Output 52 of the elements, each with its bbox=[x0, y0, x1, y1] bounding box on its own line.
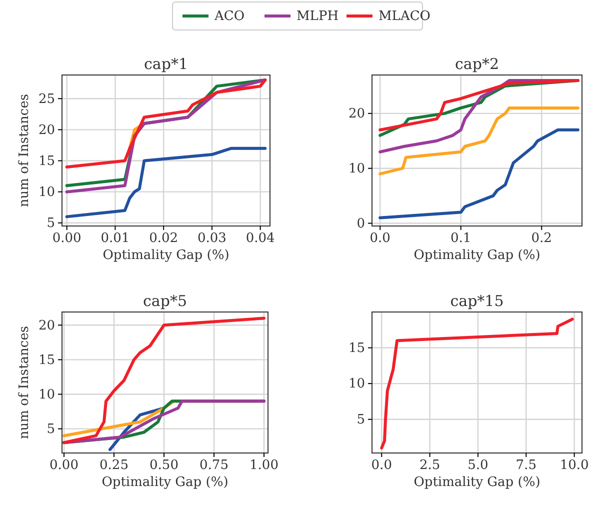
line-series bbox=[65, 78, 267, 168]
x-tick-label: 0.75 bbox=[200, 458, 228, 474]
x-tick-label: 0.02 bbox=[149, 231, 178, 246]
x-tick-label: 0.2 bbox=[531, 231, 552, 246]
y-tick-label: 5 bbox=[46, 216, 55, 232]
y-tick-label: 10 bbox=[348, 376, 365, 392]
y-tick-label: 5 bbox=[356, 412, 365, 428]
line-series bbox=[62, 316, 266, 444]
y-tick-label: 5 bbox=[46, 422, 55, 437]
y-tick-label: 20 bbox=[38, 318, 55, 334]
legend-label: ACO bbox=[214, 9, 244, 24]
y-tick-label: 15 bbox=[38, 352, 55, 368]
y-tick-label: 0 bbox=[356, 216, 365, 232]
x-tick-label: 0.25 bbox=[100, 458, 128, 474]
chart-title: cap*2 bbox=[455, 55, 499, 73]
x-axis-title: Optimality Gap (%) bbox=[102, 248, 230, 263]
x-tick-label: 0.1 bbox=[450, 231, 472, 246]
x-tick-label: 0.03 bbox=[197, 231, 226, 246]
y-axis-title: num of Instances bbox=[17, 94, 32, 208]
x-axis-title: Optimality Gap (%) bbox=[102, 475, 228, 490]
y-axis-title: num of Instances bbox=[17, 326, 32, 440]
x-tick-label: 5.0 bbox=[468, 458, 488, 474]
x-tick-label: 0.00 bbox=[52, 231, 82, 246]
line-series bbox=[65, 146, 267, 218]
y-tick-label: 15 bbox=[348, 340, 365, 356]
legend-label: MLPH bbox=[296, 9, 339, 24]
line-series bbox=[378, 106, 580, 176]
x-tick-label: 0.0 bbox=[370, 231, 390, 246]
x-tick-label: 0.00 bbox=[50, 458, 78, 474]
x-tick-label: 0.0 bbox=[371, 458, 392, 474]
line-series bbox=[380, 318, 574, 450]
legend-label: MLACO bbox=[378, 9, 430, 24]
x-tick-label: 1.00 bbox=[250, 458, 278, 474]
x-tick-label: 0.04 bbox=[246, 231, 275, 246]
chart-title: cap*1 bbox=[144, 55, 188, 73]
y-tick-label: 20 bbox=[38, 122, 55, 138]
y-tick-label: 10 bbox=[38, 184, 55, 200]
x-tick-label: 10.0 bbox=[560, 458, 589, 474]
x-tick-label: 0.50 bbox=[150, 458, 178, 474]
y-tick-label: 15 bbox=[38, 154, 55, 169]
x-tick-label: 2.5 bbox=[419, 458, 440, 474]
y-tick-label: 10 bbox=[38, 387, 55, 402]
x-tick-label: 7.5 bbox=[516, 458, 536, 474]
y-tick-label: 10 bbox=[348, 162, 365, 177]
line-series bbox=[378, 128, 580, 220]
x-axis-title: Optimality Gap (%) bbox=[414, 475, 540, 490]
y-tick-label: 20 bbox=[348, 106, 365, 122]
y-tick-label: 25 bbox=[38, 92, 55, 107]
chart-title: cap*5 bbox=[143, 292, 187, 310]
chart-title: cap*15 bbox=[450, 292, 504, 310]
x-tick-label: 0.01 bbox=[100, 231, 130, 246]
x-axis-title: Optimality Gap (%) bbox=[414, 248, 540, 263]
